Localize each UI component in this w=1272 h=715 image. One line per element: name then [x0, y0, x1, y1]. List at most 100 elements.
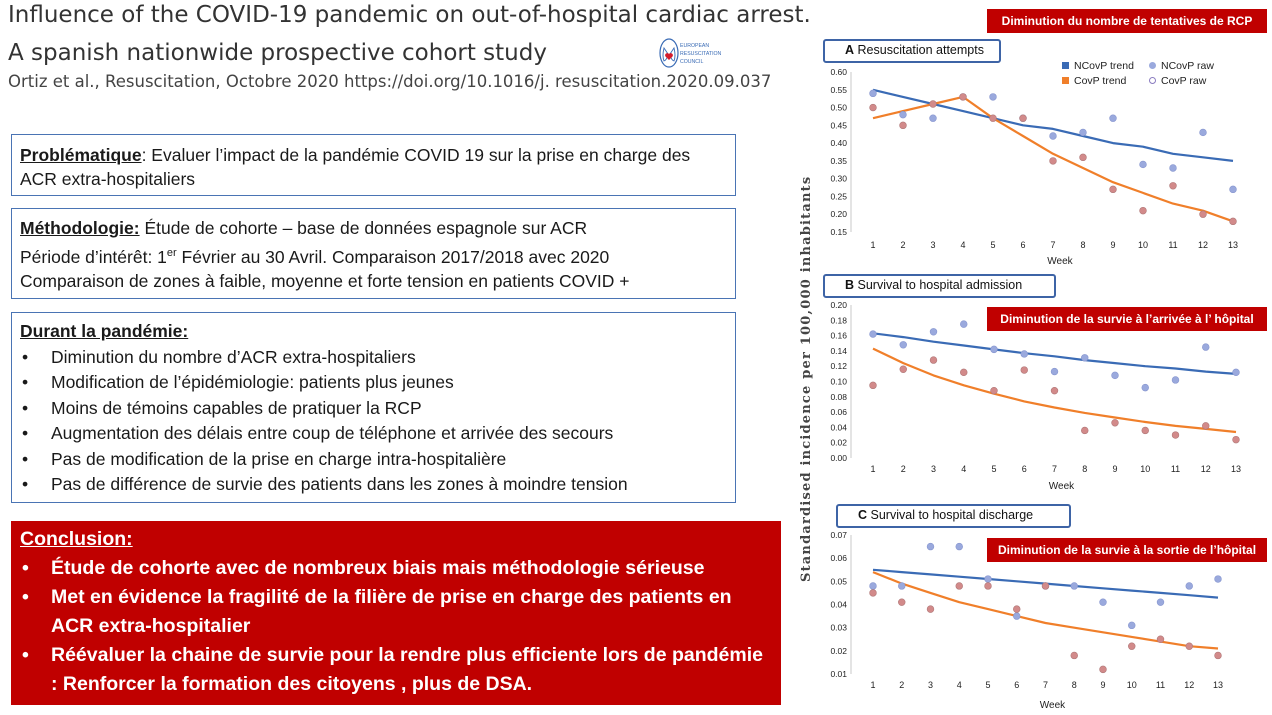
- conclusion-label: Conclusion:: [20, 528, 133, 550]
- cov-raw-point: [1214, 651, 1222, 660]
- ncov-raw-point: [1020, 350, 1028, 358]
- x-tick-label: 12: [1198, 240, 1208, 250]
- x-tick-label: 2: [899, 680, 904, 690]
- x-tick-label: 9: [1100, 680, 1105, 690]
- ncov-raw-point: [1229, 185, 1237, 194]
- legend-label-cov-raw: CovP raw: [1161, 75, 1207, 87]
- x-tick-label: 1: [870, 240, 875, 250]
- tag-resuscitation-decrease: Diminution du nombre de tentatives de RC…: [987, 9, 1267, 33]
- cov-raw-point: [1079, 153, 1087, 162]
- y-tick-label: 0.20: [830, 300, 847, 310]
- x-tick-label: 11: [1168, 240, 1177, 250]
- ncov-raw-point: [1214, 575, 1222, 583]
- x-tick-label: 8: [1072, 680, 1077, 690]
- ncov-raw-point: [929, 114, 937, 122]
- x-tick-label: 4: [960, 240, 965, 250]
- y-tick-label: 0.50: [830, 103, 847, 113]
- ncov-raw-point: [955, 542, 963, 551]
- x-tick-label: 7: [1043, 680, 1048, 690]
- legend-swatch-cov-raw: [1149, 77, 1156, 84]
- x-tick-label: 3: [931, 464, 936, 474]
- y-tick-label: 0.06: [830, 553, 847, 563]
- citation: Ortiz et al., Resuscitation, Octobre 202…: [8, 72, 772, 91]
- methodologie-line-2b: Février au 30 Avril. Comparaison 2017/20…: [176, 246, 610, 267]
- panel-title-b: Survival to hospital admission: [857, 278, 1023, 292]
- conclusion-box: Conclusion: Étude de cohorte avec de nom…: [11, 521, 781, 705]
- cov-raw-point: [1229, 217, 1237, 226]
- y-tick-label: 0.08: [830, 392, 847, 402]
- y-tick-label: 0.05: [830, 576, 847, 586]
- y-tick-label: 0.07: [830, 530, 847, 540]
- cov-raw-point: [1020, 366, 1028, 374]
- cov-raw-point: [869, 103, 877, 112]
- y-tick-label: 0.04: [830, 422, 847, 432]
- cov-raw-point: [1013, 605, 1021, 613]
- cov-raw-point: [1232, 435, 1240, 444]
- erc-logo-text-3: COUNCIL: [680, 59, 703, 65]
- legend-ncov-raw: NCovP raw: [1149, 60, 1214, 72]
- cov-raw-point: [929, 356, 938, 364]
- ncov-raw-point: [989, 93, 997, 101]
- y-tick-label: 0.16: [830, 331, 847, 341]
- y-tick-label: 0.10: [830, 377, 847, 387]
- y-tick-label: 0.00: [830, 453, 847, 463]
- tag-discharge-survival-decrease: Diminution de la survie à la sortie de l…: [987, 538, 1267, 562]
- y-tick-label: 0.04: [830, 600, 847, 610]
- y-tick-label: 0.40: [830, 138, 847, 148]
- durant-label: Durant la pandémie:: [20, 321, 189, 341]
- list-item: Moins de témoins capables de pratiquer l…: [20, 396, 727, 422]
- y-tick-label: 0.25: [830, 191, 847, 201]
- cov-raw-point: [1199, 210, 1207, 218]
- cov-raw-point: [1070, 651, 1078, 660]
- methodologie-box: Méthodologie: Étude de cohorte – base de…: [11, 208, 736, 299]
- methodologie-label: Méthodologie:: [20, 218, 140, 238]
- cov-raw-point: [1141, 426, 1149, 435]
- ncov-raw-point: [959, 93, 967, 101]
- list-item: Diminution du nombre d’ACR extra-hospita…: [20, 345, 727, 371]
- x-tick-label: 13: [1228, 240, 1238, 250]
- panel-letter-b: B: [845, 278, 855, 292]
- page-title-line-1: Influence of the COVID-19 pandemic on ou…: [8, 2, 811, 28]
- ncov-raw-point: [1232, 368, 1240, 377]
- ncov-raw-point: [1070, 582, 1078, 590]
- ncov-raw-point: [1171, 376, 1180, 384]
- ncov-trend-line: [872, 88, 1234, 162]
- durant-box: Durant la pandémie: Diminution du nombre…: [11, 312, 736, 503]
- page-title-line-2: A spanish nationwide prospective cohort …: [8, 40, 547, 66]
- ncov-raw-point: [869, 89, 877, 98]
- tag-admission-survival-decrease: Diminution de la survie à l’arrivée à l’…: [987, 307, 1267, 331]
- panel-label-b: B Survival to hospital admission: [823, 274, 1056, 298]
- erc-logo: EUROPEAN RESUSCITATION COUNCIL: [659, 38, 722, 68]
- ncov-raw-point: [1169, 164, 1177, 172]
- legend-label-cov-trend: CovP trend: [1074, 75, 1127, 87]
- list-item: Pas de modification de la prise en charg…: [20, 447, 727, 473]
- legend-swatch-ncov-trend: [1062, 62, 1069, 69]
- x-tick-label: 6: [1022, 464, 1027, 474]
- y-tick-label: 0.03: [830, 623, 847, 633]
- cov-trend-line: [872, 95, 1234, 223]
- methodologie-line-2: Période d’intérêt: 1er Février au 30 Avr…: [20, 241, 727, 269]
- panel-label-c: C Survival to hospital discharge: [836, 504, 1071, 528]
- panel-title-a: Resuscitation attempts: [857, 43, 984, 57]
- x-tick-label: 1: [870, 464, 875, 474]
- cov-raw-point: [869, 381, 877, 390]
- ncov-trend-line: [872, 332, 1237, 375]
- y-tick-label: 0.35: [830, 156, 847, 166]
- y-tick-label: 0.02: [830, 646, 847, 656]
- x-tick-label: 1: [870, 680, 875, 690]
- cov-raw-point: [1050, 386, 1059, 395]
- cov-raw-point: [899, 121, 907, 130]
- ncov-raw-point: [984, 575, 992, 583]
- legend-label-ncov-trend: NCovP trend: [1074, 60, 1134, 72]
- ncov-raw-point: [960, 320, 968, 328]
- y-tick-label: 0.30: [830, 174, 847, 184]
- x-tick-label: 9: [1112, 464, 1117, 474]
- cov-raw-point: [1139, 206, 1147, 215]
- ncov-raw-point: [898, 582, 906, 590]
- cov-raw-point: [929, 100, 937, 108]
- y-tick-label: 0.20: [830, 209, 847, 219]
- x-axis-label: Week: [1040, 700, 1066, 711]
- conclusion-list: Étude de cohorte avec de nombreux biais …: [20, 554, 772, 699]
- legend-cov-raw: CovP raw: [1149, 75, 1206, 87]
- problematique-box: Problématique: Evaluer l’impact de la pa…: [11, 134, 736, 196]
